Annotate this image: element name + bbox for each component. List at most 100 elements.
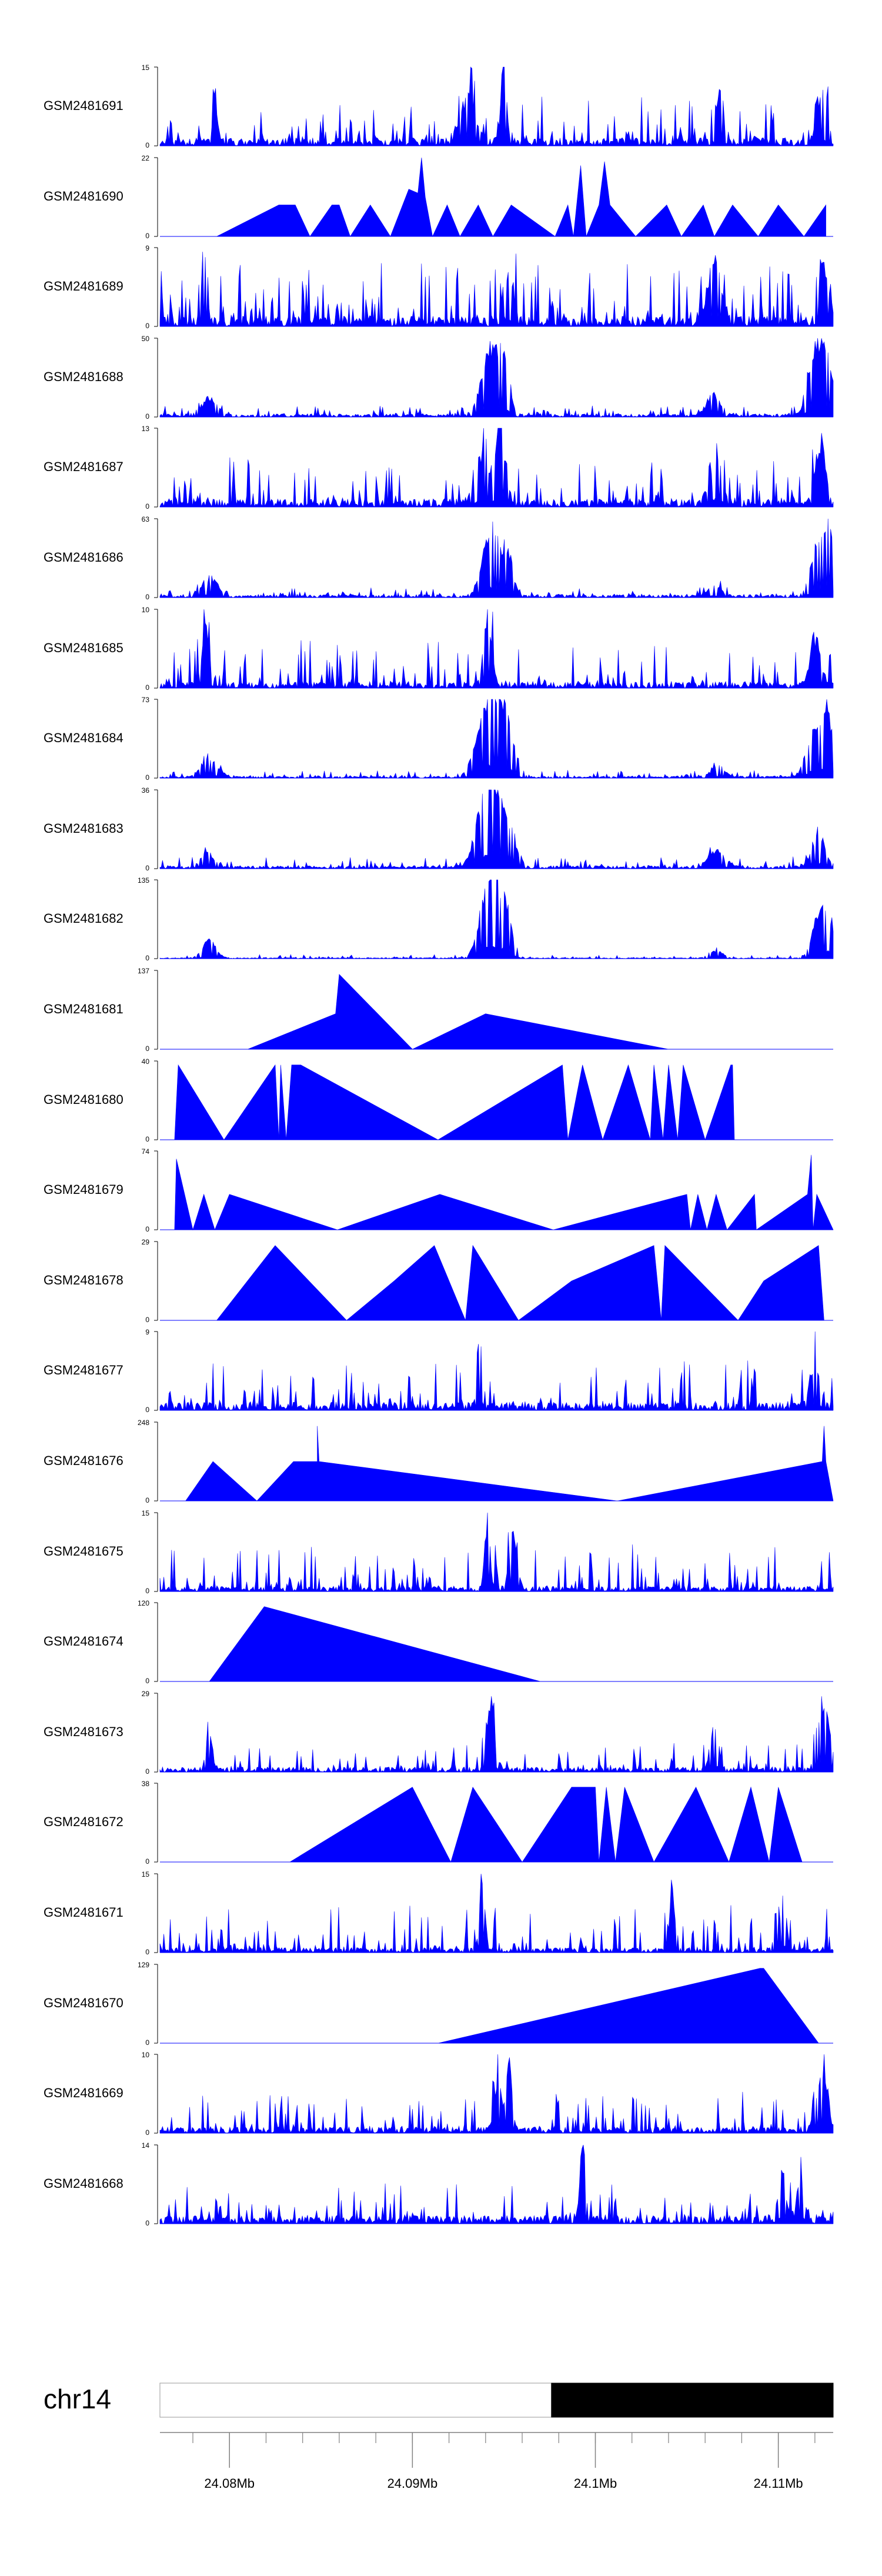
- coverage-area: [159, 252, 834, 327]
- track-label: GSM2481675: [44, 1543, 123, 1559]
- track-y-axis: [154, 1964, 158, 2044]
- track-label: GSM2481673: [44, 1724, 123, 1739]
- track-label: GSM2481670: [44, 1995, 123, 2010]
- track-ymin-label: 0: [145, 231, 149, 240]
- track-ymax-label: 9: [145, 1328, 149, 1337]
- track-plot: [154, 428, 834, 508]
- track-label: GSM2481668: [44, 2175, 123, 2191]
- coverage-area: [159, 609, 834, 689]
- track-ymin-label: 0: [145, 1586, 149, 1595]
- track-label: GSM2481678: [44, 1272, 123, 1287]
- track-plot: [154, 1964, 833, 2044]
- track-plot: [154, 609, 834, 689]
- track-label: GSM2481676: [44, 1453, 123, 1468]
- track-label: GSM2481672: [44, 1814, 123, 1830]
- track-plot: [154, 1150, 834, 1231]
- track-ymax-label: 15: [141, 1509, 149, 1517]
- track-label: GSM2481682: [44, 911, 123, 926]
- track-ymin-label: 0: [145, 1315, 149, 1324]
- track-ymin-label: 0: [145, 1677, 149, 1686]
- coverage-area: [248, 974, 669, 1050]
- track-y-axis: [154, 1602, 158, 1682]
- track-ymin-label: 0: [145, 1134, 149, 1143]
- ideogram-dark-band: [551, 2383, 834, 2418]
- track-label: GSM2481690: [44, 188, 123, 203]
- track-label: GSM2481671: [44, 1905, 123, 1920]
- track-ymax-label: 38: [141, 1780, 149, 1788]
- track-ymax-label: 10: [141, 605, 149, 614]
- track-y-axis: [154, 1512, 158, 1592]
- track-ymax-label: 15: [141, 1870, 149, 1878]
- genome-tick-label: 24.11Mb: [753, 2476, 803, 2491]
- track-label: GSM2481679: [44, 1182, 123, 1197]
- coverage-area: [159, 518, 834, 598]
- chromosome-ideogram: [159, 2383, 834, 2468]
- track-label: GSM2481681: [44, 1002, 123, 1016]
- track-plot: [154, 2144, 834, 2224]
- track-ymin-label: 0: [145, 863, 149, 872]
- track-y-axis: [154, 1422, 158, 1501]
- track-y-axis: [154, 609, 158, 689]
- coverage-area: [159, 66, 834, 146]
- track-label: GSM2481674: [44, 1634, 123, 1649]
- coverage-area: [174, 1064, 735, 1140]
- track-y-axis: [154, 970, 158, 1050]
- track-label: GSM2481689: [44, 279, 123, 294]
- coverage-area: [159, 1332, 834, 1411]
- track-plot: [154, 1331, 834, 1411]
- genome-tick-label: 24.09Mb: [387, 2476, 438, 2491]
- coverage-area: [174, 1154, 834, 1231]
- track-ymax-label: 14: [141, 2141, 149, 2150]
- track-plot: [154, 518, 834, 598]
- track-label: GSM2481685: [44, 640, 123, 655]
- track-y-axis: [154, 699, 158, 779]
- track-plot: [154, 1602, 833, 1682]
- coverage-area: [159, 2144, 834, 2224]
- track-y-axis: [154, 1693, 158, 1773]
- track-y-axis: [154, 1150, 158, 1230]
- coverage-area: [289, 1786, 803, 1863]
- track-plot: [154, 2054, 834, 2134]
- track-ymin-label: 0: [145, 1948, 149, 1956]
- track-y-axis: [154, 1060, 158, 1140]
- coverage-area: [159, 1873, 834, 1953]
- track-ymin-label: 0: [145, 1767, 149, 1776]
- coverage-area: [216, 1244, 824, 1321]
- track-ymin-label: 0: [145, 683, 149, 692]
- coverage-tracks: GSM2481691 15 0 GSM2481690 22 0 GSM2481689 9 0 GS…: [44, 64, 834, 2227]
- track-plot: [154, 338, 834, 418]
- track-ymin-label: 0: [145, 1857, 149, 1866]
- track-plot: [154, 1060, 833, 1140]
- track-ymax-label: 10: [141, 2051, 149, 2060]
- track-ymax-label: 248: [137, 1419, 149, 1427]
- coverage-area: [159, 789, 834, 869]
- track-ymin-label: 0: [145, 593, 149, 601]
- track-plot: [154, 1783, 833, 1863]
- track-ymin-label: 0: [145, 141, 149, 149]
- track-ymax-label: 129: [137, 1960, 149, 1969]
- track-label: GSM2481683: [44, 820, 123, 836]
- track-ymax-label: 74: [141, 1147, 149, 1156]
- track-y-axis: [154, 518, 158, 598]
- track-label: GSM2481687: [44, 459, 123, 475]
- track-ymin-label: 0: [145, 2038, 149, 2047]
- genome-tick-label: 24.1Mb: [573, 2476, 617, 2491]
- track-label: GSM2481684: [44, 730, 123, 746]
- track-y-axis: [154, 66, 158, 146]
- coverage-area: [159, 338, 834, 418]
- track-ymin-label: 0: [145, 2128, 149, 2137]
- track-ymax-label: 29: [141, 1237, 149, 1246]
- track-ymin-label: 0: [145, 1406, 149, 1414]
- track-ymax-label: 15: [141, 64, 149, 72]
- coverage-area: [159, 880, 834, 959]
- track-y-axis: [154, 1331, 158, 1411]
- track-ymax-label: 63: [141, 515, 149, 523]
- track-ymax-label: 137: [137, 967, 149, 975]
- track-label: GSM2481691: [44, 98, 123, 113]
- track-plot: [154, 1512, 834, 1592]
- track-ymin-label: 0: [145, 1225, 149, 1234]
- track-plot: [154, 879, 834, 959]
- track-ymax-label: 22: [141, 154, 149, 162]
- track-ymax-label: 36: [141, 786, 149, 795]
- track-y-axis: [154, 1873, 158, 1953]
